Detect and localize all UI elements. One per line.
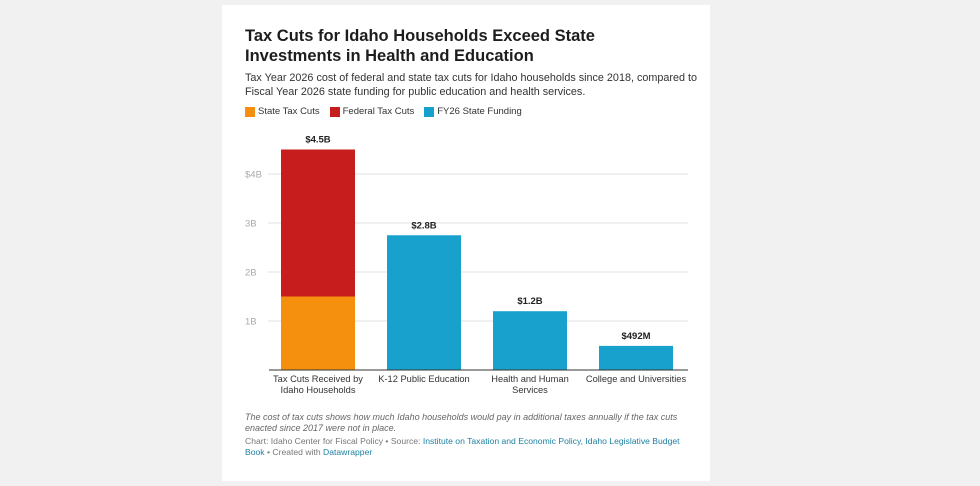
x-tick-label: College and Universities xyxy=(585,374,687,384)
bar xyxy=(599,345,673,370)
y-tick-label: 1B xyxy=(245,317,257,328)
value-label: $492M xyxy=(621,331,650,342)
source: Chart: Idaho Center for Fiscal Policy • … xyxy=(245,436,700,458)
chart-subtitle: Tax Year 2026 cost of federal and state … xyxy=(245,72,697,98)
legend-label: Federal Tax Cuts xyxy=(342,106,415,117)
legend-swatch xyxy=(424,106,435,117)
bar xyxy=(281,149,355,297)
bar xyxy=(281,296,355,370)
legend-item: State Tax Cuts xyxy=(245,106,320,117)
legend: State Tax Cuts Federal Tax Cuts FY26 State… xyxy=(245,106,522,117)
value-label: $2.8B xyxy=(411,220,436,231)
legend-item: Federal Tax Cuts xyxy=(329,106,415,117)
legend-label: State Tax Cuts xyxy=(258,106,320,117)
source-prefix: Chart: Idaho Center for Fiscal Policy • … xyxy=(245,436,421,446)
x-tick-label: Tax Cuts Received by Idaho Households xyxy=(273,374,363,395)
y-tick-label: 2B xyxy=(245,268,257,279)
bar xyxy=(387,235,461,370)
value-label: $1.2B xyxy=(517,296,542,307)
y-tick-label: $4B xyxy=(245,170,262,181)
credit-link[interactable]: Datawrapper xyxy=(323,447,373,457)
bar xyxy=(493,311,567,370)
y-tick-label: 3B xyxy=(245,219,257,230)
legend-swatch xyxy=(329,106,340,117)
x-tick-label: Health and Human Services xyxy=(491,374,569,395)
legend-swatch xyxy=(245,106,255,117)
chart-title: Tax Cuts for Idaho Households Exceed Sta… xyxy=(245,27,595,65)
total-label: $4.5B xyxy=(305,135,330,146)
source-link[interactable]: Institute on Taxation and Economic Polic… xyxy=(245,436,680,457)
legend-label: FY26 State Funding xyxy=(437,106,522,117)
x-tick-label: K-12 Public Education xyxy=(378,374,470,384)
note: The cost of tax cuts shows how much Idah… xyxy=(245,412,678,433)
credit-prefix: • Created with xyxy=(266,447,321,457)
legend-item: FY26 State Funding xyxy=(424,106,522,117)
